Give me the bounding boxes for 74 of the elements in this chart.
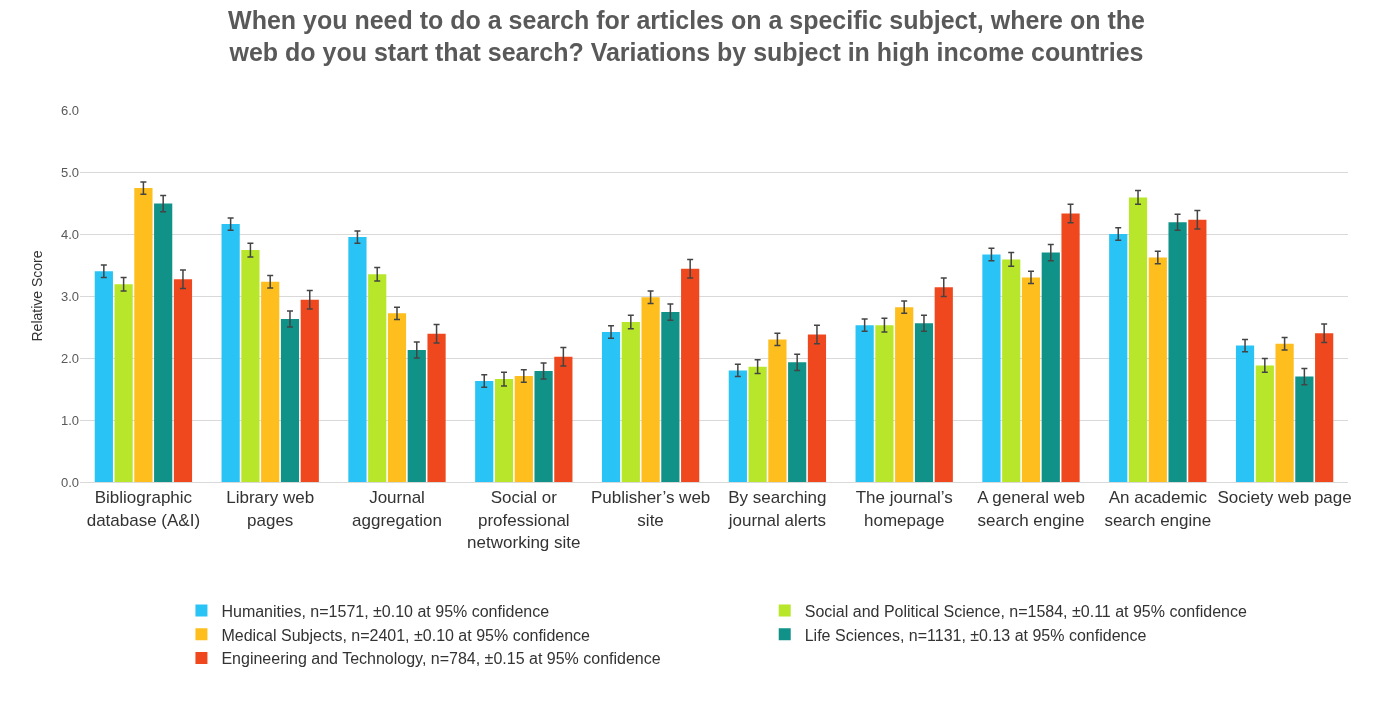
- bar: [494, 379, 514, 482]
- bar: [280, 318, 300, 482]
- bar: [427, 333, 446, 482]
- x-tick-label: Library web pages: [226, 488, 315, 530]
- bar: [114, 284, 133, 482]
- chart-title: When you need to do a search for articles on a specific subject, where on the web do you start that search? Variations by subject in high income countries: [228, 5, 1146, 67]
- y-tick-label: 1.0: [60, 412, 79, 428]
- bar: [1021, 277, 1041, 482]
- bar: [641, 297, 660, 482]
- x-tick-label: Bibliographic database (A&I): [86, 488, 201, 530]
- bar: [914, 323, 934, 482]
- bar: [601, 331, 621, 482]
- legend-label: Life Sciences, n=1131, ±0.13 at 95% confidence: [804, 626, 1147, 644]
- bar: [1041, 252, 1060, 482]
- legend-label: Social and Political Science, n=1584, ±0.11 at 95% confidence: [804, 602, 1247, 620]
- y-tick-label: 4.0: [60, 226, 79, 242]
- bar: [1148, 257, 1167, 482]
- bar: [534, 371, 553, 482]
- x-tick-label: A general web search engine: [977, 488, 1085, 530]
- x-tick-label: Publisher’s web site: [590, 488, 711, 530]
- x-tick-label: The journal’s homepage: [855, 488, 953, 530]
- y-tick-label: 0.0: [60, 474, 79, 490]
- bar: [621, 322, 640, 482]
- x-tick-label: By searching journal alerts: [727, 488, 827, 530]
- bar: [241, 250, 260, 482]
- bar: [134, 188, 153, 482]
- y-tick-label: 6.0: [60, 102, 79, 118]
- bar: [1255, 365, 1274, 482]
- bar: [748, 366, 767, 482]
- x-tick-label: Journal aggregation: [352, 488, 442, 530]
- legend-label: Engineering and Technology, n=784, ±0.15 at 95% confidence: [221, 650, 661, 668]
- x-tick-label: An academic search engine: [1104, 488, 1212, 530]
- bar: [475, 380, 494, 482]
- y-tick-label: 3.0: [60, 288, 79, 304]
- y-tick-label: 5.0: [60, 164, 79, 180]
- bar: [94, 271, 113, 482]
- bar: [1168, 222, 1187, 482]
- x-tick-label: Social or professional networking site: [467, 488, 581, 552]
- bar: [1002, 259, 1021, 482]
- legend-label: Medical Subjects, n=2401, ±0.10 at 95% confidence: [221, 626, 591, 644]
- bar: [348, 237, 367, 482]
- bar: [1109, 234, 1128, 482]
- bar: [681, 268, 700, 482]
- bar: [788, 362, 807, 482]
- bar: [807, 334, 827, 482]
- bar: [661, 312, 680, 482]
- bar: [982, 254, 1001, 482]
- bar: [154, 203, 173, 482]
- bar: [934, 287, 953, 482]
- y-axis-title: Relative Score: [29, 250, 45, 342]
- bar: [514, 375, 533, 482]
- bar: [895, 307, 914, 482]
- bar: [173, 279, 193, 482]
- legend-label: Humanities, n=1571, ±0.10 at 95% confidence: [221, 602, 550, 620]
- x-tick-label: Society web page: [1217, 488, 1352, 508]
- bar: [1295, 376, 1314, 482]
- bar: [1235, 345, 1255, 482]
- bar: [728, 370, 747, 482]
- y-tick-label: 2.0: [60, 350, 79, 366]
- bar: [1275, 343, 1294, 482]
- bar: [407, 349, 426, 482]
- bar: [855, 325, 874, 482]
- bar: [554, 356, 573, 482]
- bar: [300, 299, 319, 482]
- bar: [387, 313, 407, 482]
- bar: [1188, 219, 1207, 482]
- bar: [1128, 197, 1148, 482]
- bar: [768, 339, 787, 482]
- bar: [1315, 333, 1334, 482]
- bar: [221, 224, 240, 482]
- bar: [1061, 213, 1080, 482]
- bar: [368, 274, 387, 482]
- bar: [875, 325, 894, 482]
- bar: [261, 281, 280, 482]
